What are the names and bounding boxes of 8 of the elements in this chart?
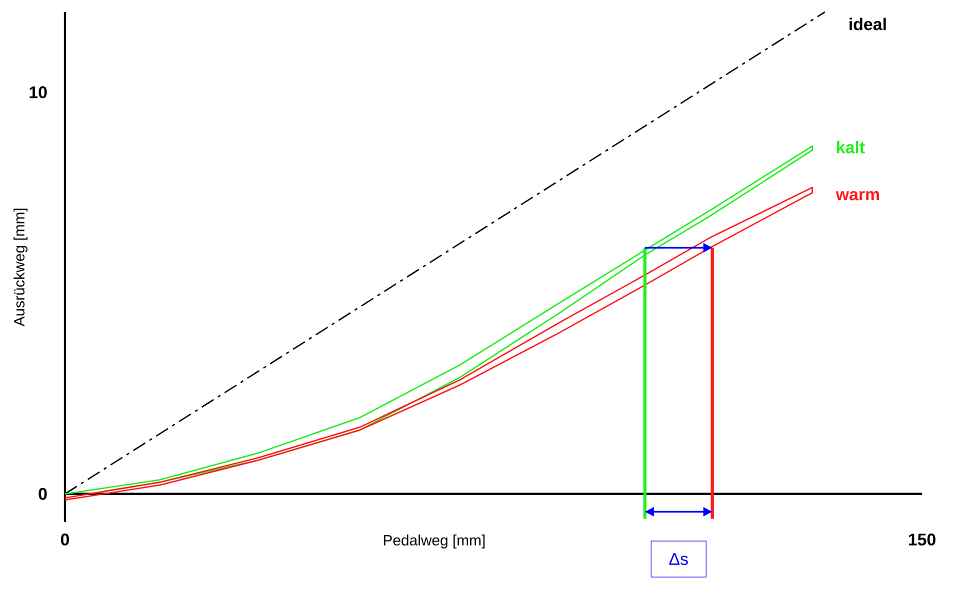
- text: Δs: [669, 553, 688, 565]
- x-tick-label: 150: [908, 534, 936, 546]
- y-axis-title: Ausrückweg [mm]: [14, 208, 28, 326]
- x-axis-title: Pedalweg [mm]: [384, 534, 485, 548]
- series-label: ideal: [850, 18, 886, 30]
- y-tick-label: 10: [30, 86, 47, 98]
- series-label: kalt: [837, 140, 865, 154]
- series-label: warm: [836, 191, 880, 200]
